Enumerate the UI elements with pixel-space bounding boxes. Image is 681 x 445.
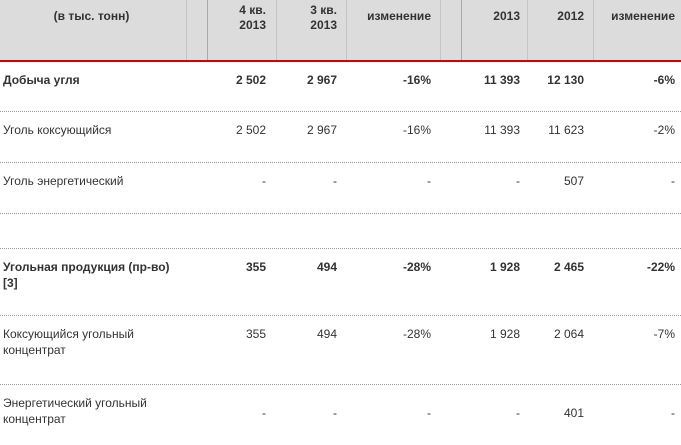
column-divider: [207, 0, 208, 60]
column-divider: [440, 0, 441, 60]
cell-q3-2013: 494: [316, 260, 337, 274]
row-label: Уголь энергетический: [3, 174, 124, 188]
header-q3-2013: 3 кв. 2013: [310, 3, 337, 32]
row-label: Добыча угля: [3, 73, 80, 87]
cell-year-2012: 2 064: [553, 327, 584, 341]
table-row: Уголь энергетический - - - - 507 -: [0, 163, 681, 214]
header-q4-2013: 4 кв. 2013: [239, 3, 266, 32]
cell-year-2013: 11 393: [483, 73, 520, 87]
cell-q4-2013: 355: [245, 327, 266, 341]
cell-q4-2013: -: [262, 406, 266, 420]
cell-change-year: -2%: [653, 123, 675, 137]
cell-q4-2013: -: [262, 174, 266, 188]
column-divider: [527, 0, 528, 60]
header-year-2013: 2013: [493, 9, 520, 23]
cell-year-2012: 2 465: [553, 260, 584, 274]
cell-q3-2013: -: [333, 406, 337, 420]
cell-change-quarter: -16%: [402, 73, 431, 87]
row-label: Уголь коксующийся: [3, 123, 112, 137]
cell-change-year: -6%: [653, 73, 675, 87]
cell-year-2012: 401: [563, 406, 584, 420]
cell-year-2012: 11 623: [548, 123, 584, 137]
cell-year-2013: -: [516, 174, 520, 188]
cell-year-2013: 1 928: [489, 327, 520, 341]
cell-q3-2013: 2 967: [306, 73, 337, 87]
column-divider: [593, 0, 594, 60]
table-row: Уголь коксующийся 2 502 2 967 -16% 11 39…: [0, 112, 681, 163]
cell-q4-2013: 2 502: [235, 123, 266, 137]
table-row-empty: [0, 214, 681, 249]
cell-year-2012: 507: [563, 174, 584, 188]
cell-year-2012: 12 130: [547, 73, 584, 87]
row-label: Энергетический угольный концентрат: [3, 396, 147, 426]
cell-change-quarter: -16%: [402, 123, 431, 137]
cell-q3-2013: -: [333, 174, 337, 188]
cell-year-2013: 11 393: [484, 123, 520, 137]
table-row: Угольная продукция (пр-во) [3] 355 494 -…: [0, 249, 681, 316]
column-divider: [461, 0, 462, 60]
cell-change-quarter: -28%: [402, 327, 431, 341]
cell-change-quarter: -: [427, 406, 431, 420]
cell-year-2013: 1 928: [489, 260, 520, 274]
cell-change-quarter: -: [427, 174, 431, 188]
cell-change-quarter: -28%: [402, 260, 431, 274]
cell-year-2013: -: [516, 406, 520, 420]
table-row: Энергетический угольный концентрат - - -…: [0, 385, 681, 445]
row-label: Коксующийся угольный концентрат: [3, 327, 134, 357]
row-label: [0, 214, 186, 248]
cell-q3-2013: 494: [316, 327, 337, 341]
column-divider: [276, 0, 277, 60]
cell-change-year: -7%: [653, 327, 675, 341]
table-row: Добыча угля 2 502 2 967 -16% 11 393 12 1…: [0, 62, 681, 112]
cell-q4-2013: 355: [245, 260, 266, 274]
cell-change-year: -: [671, 174, 675, 188]
header-year-2012: 2012: [557, 9, 584, 23]
header-change-year: изменение: [611, 9, 675, 23]
header-units-label: (в тыс. тонн): [53, 9, 130, 23]
table-row: Коксующийся угольный концентрат 355 494 …: [0, 316, 681, 385]
column-divider: [186, 0, 187, 60]
table-header: (в тыс. тонн) 4 кв. 2013 3 кв. 2013 изме…: [0, 0, 681, 62]
cell-change-year: -22%: [646, 260, 675, 274]
row-label: Угольная продукция (пр-во) [3]: [3, 260, 170, 290]
cell-change-year: -: [671, 406, 675, 420]
header-change-quarter: изменение: [367, 9, 431, 23]
cell-q3-2013: 2 967: [306, 123, 337, 137]
cell-q4-2013: 2 502: [235, 73, 266, 87]
column-divider: [346, 0, 347, 60]
